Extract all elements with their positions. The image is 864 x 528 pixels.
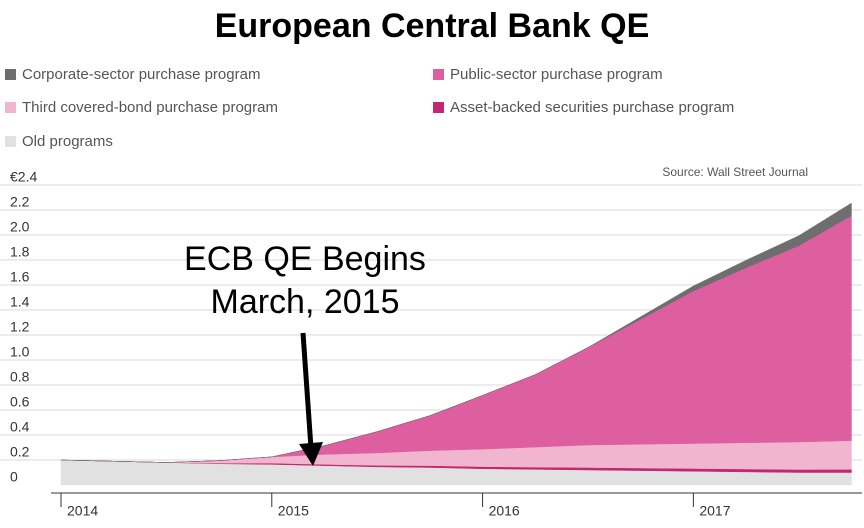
legend-label: Corporate-sector purchase program xyxy=(22,66,260,83)
area xyxy=(60,202,852,463)
y-tick-label: 0.8 xyxy=(10,369,30,385)
legend-swatch xyxy=(5,136,16,147)
annotation-arrowhead xyxy=(299,442,323,466)
x-tick-label: 2014 xyxy=(67,503,98,519)
legend-label: Third covered-bond purchase program xyxy=(22,99,278,116)
x-tick-label: 2015 xyxy=(278,503,309,519)
chart-title: European Central Bank QE xyxy=(215,7,650,45)
annotation-arrow xyxy=(300,332,314,449)
annotation: ECB QE Begins xyxy=(184,240,426,278)
y-tick-label: 1.4 xyxy=(10,294,30,310)
legend-swatch xyxy=(5,102,16,113)
y-tick-label: 0.4 xyxy=(10,419,30,435)
y-tick-label: 1.0 xyxy=(10,344,30,360)
legend-swatch xyxy=(433,102,444,113)
y-tick-label: 1.8 xyxy=(10,244,30,260)
y-tick-label: 0 xyxy=(10,469,18,485)
y-tick-label: 0.2 xyxy=(10,444,30,460)
annotation: March, 2015 xyxy=(211,283,400,321)
legend-label: Asset-backed securities purchase program xyxy=(450,99,734,116)
x-tick-label: 2017 xyxy=(699,503,730,519)
y-tick-label: 0.6 xyxy=(10,394,30,410)
y-tick-label: 2.2 xyxy=(10,194,30,210)
y-tick-label: 1.2 xyxy=(10,319,30,335)
legend-label: Public-sector purchase program xyxy=(450,66,663,83)
y-tick-label: 1.6 xyxy=(10,269,30,285)
legend-swatch xyxy=(433,69,444,80)
plot-area: 0 0.2 0.4 0.6 0.8 1.0 1.2 1.4 1.6 1.8 2.0 2.2 €2.4 20… xyxy=(0,66,862,519)
area xyxy=(60,215,852,463)
legend-label: Old programs xyxy=(22,133,113,150)
y-tick-label: €2.4 xyxy=(10,169,37,185)
y-tick-label: 2.0 xyxy=(10,219,30,235)
source: Source: Wall Street Journal xyxy=(662,165,808,179)
legend-swatch xyxy=(5,69,16,80)
x-tick-label: 2016 xyxy=(489,503,520,519)
